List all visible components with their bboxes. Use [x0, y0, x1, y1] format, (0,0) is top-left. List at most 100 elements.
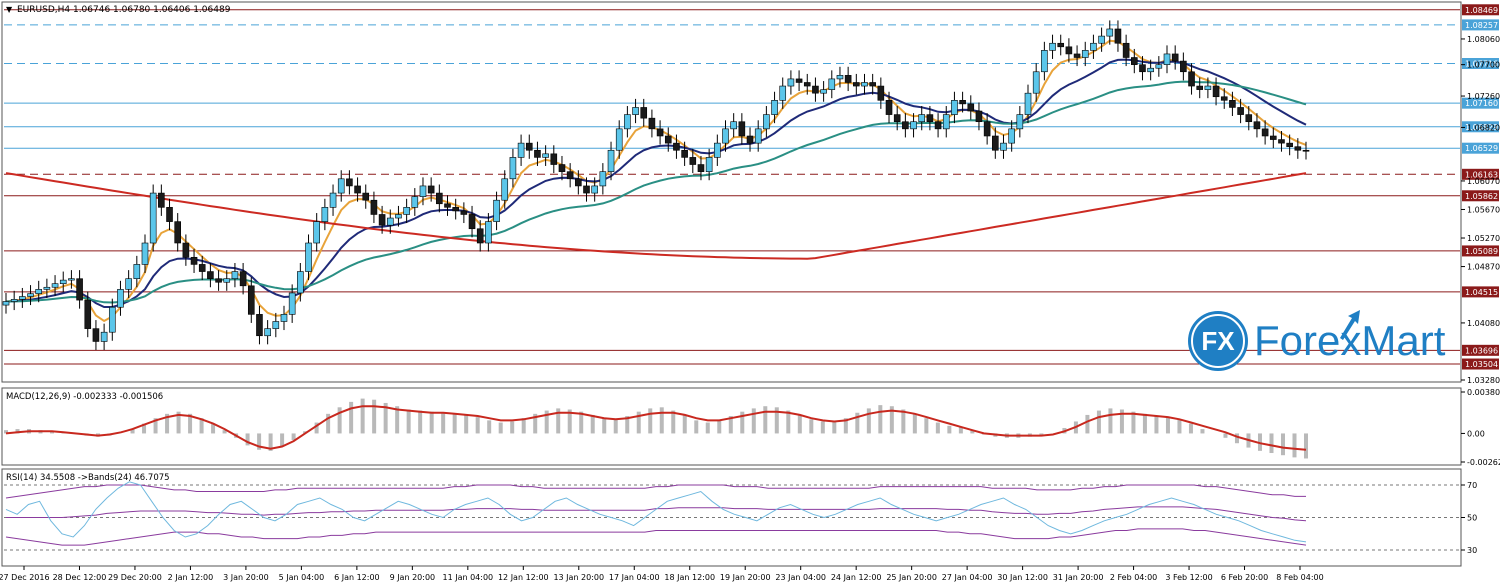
time-tick-label: 30 Jan 12:00 — [997, 573, 1048, 582]
candle-body — [403, 207, 410, 215]
candle-body — [297, 271, 304, 294]
candle-body — [1261, 128, 1269, 137]
time-tick-label: 6 Feb 20:00 — [1221, 573, 1268, 582]
macd-bar — [487, 420, 492, 434]
time-tick-label: 2 Jan 12:00 — [168, 573, 214, 582]
macd-bar — [372, 399, 377, 434]
candle-body — [1212, 85, 1220, 98]
price-level-label: 1.07160 — [1465, 99, 1498, 108]
macd-bar — [625, 416, 630, 434]
moving-averages — [5, 39, 1307, 323]
macd-bar — [383, 402, 388, 434]
price-tick-label: 1.04080 — [1467, 319, 1500, 328]
macd-bar — [912, 413, 917, 434]
macd-bar — [1108, 408, 1113, 434]
price-level-label: 1.08257 — [1465, 21, 1498, 30]
price-tick-label: 1.06070 — [1467, 177, 1500, 186]
candle-body — [501, 178, 509, 201]
candle-body — [640, 107, 648, 119]
candle-body — [1139, 64, 1146, 73]
candle-body — [754, 128, 762, 144]
price-level-label: 1.07716 — [1465, 60, 1498, 69]
price-tick-label: 1.06820 — [1467, 123, 1500, 132]
candle-body — [27, 293, 34, 297]
price-tick-label: 1.05270 — [1467, 234, 1500, 243]
time-tick-label: 27 Dec 2016 — [0, 573, 50, 582]
candles — [2, 20, 1310, 351]
candle-body — [362, 192, 370, 201]
price-level-label: 1.03696 — [1465, 346, 1498, 355]
candle-body — [321, 207, 329, 222]
macd-bar — [763, 406, 768, 434]
macd-bar — [337, 407, 342, 434]
price-level-label: 1.05089 — [1465, 247, 1498, 256]
candle-body — [591, 185, 598, 194]
candle-body — [1073, 53, 1081, 58]
candle-body — [1032, 71, 1040, 94]
candle-body — [247, 285, 255, 315]
candle-body — [1180, 60, 1187, 73]
candle-body — [1122, 42, 1130, 58]
time-tick-label: 5 Jan 04:00 — [279, 573, 325, 582]
candle-body — [190, 256, 198, 265]
time-tick-label: 2 Feb 04:00 — [1110, 573, 1157, 582]
macd-bar — [211, 423, 216, 434]
candle-body — [1220, 96, 1228, 101]
candle-body — [992, 135, 999, 151]
candle-body — [934, 121, 942, 130]
candle-body — [68, 278, 75, 281]
candle-body — [1204, 85, 1212, 90]
forexmart-logo: FX ForexMart — [1188, 310, 1446, 371]
macd-bar — [556, 408, 561, 434]
macd-bar — [199, 418, 204, 434]
candle-body — [207, 271, 214, 279]
macd-bar — [15, 429, 20, 434]
candle-body — [51, 283, 59, 288]
candle-body — [975, 110, 983, 123]
price-level-tag — [1462, 121, 1499, 133]
price-level-tag — [1462, 245, 1499, 257]
candle-body — [656, 128, 664, 137]
price-tick-label: 1.08060 — [1467, 35, 1500, 44]
collapse-triangle-icon[interactable]: ▼ — [6, 5, 13, 14]
candle-body — [763, 114, 770, 130]
candle-body — [19, 296, 26, 300]
price-tick-label: 1.04870 — [1467, 263, 1500, 272]
macd-bar — [510, 421, 515, 434]
candle-body — [460, 210, 468, 215]
macd-bar — [280, 433, 285, 447]
candle-body — [436, 192, 443, 205]
time-tick-label: 19 Jan 20:00 — [720, 573, 771, 582]
candle-body — [525, 142, 533, 151]
candle-body — [1065, 46, 1073, 55]
candle-body — [942, 114, 950, 130]
candle-body — [141, 242, 149, 265]
candle-body — [1171, 53, 1179, 62]
macd-bar — [1154, 416, 1159, 434]
macd-bar — [901, 409, 906, 434]
candle-body — [1286, 142, 1293, 147]
macd-bar — [268, 433, 273, 451]
macd-bar — [475, 417, 480, 434]
macd-bar — [441, 412, 446, 434]
rsi-title: RSI(14) 34.5508 ->Bands(24) 46.7075 — [6, 473, 170, 483]
macd-bar — [245, 433, 250, 446]
macd-bar — [452, 413, 457, 434]
macd-bar — [498, 422, 503, 434]
macd-bar — [809, 419, 814, 434]
candle-body — [689, 157, 697, 165]
macd-bar — [820, 421, 825, 434]
candle-body — [517, 142, 525, 158]
candle-body — [983, 121, 991, 137]
candle-body — [76, 278, 83, 301]
candle-body — [1147, 67, 1154, 73]
macd-bar — [1119, 409, 1124, 434]
price-level-tag — [1462, 58, 1499, 70]
price-level-label: 1.04515 — [1465, 288, 1498, 297]
macd-tick-label: 0.00 — [1467, 429, 1485, 438]
logo-fx-text: FX — [1201, 326, 1235, 356]
macd-bar — [958, 426, 963, 434]
candle-body — [411, 196, 419, 208]
macd-bar — [50, 431, 55, 434]
candle-body — [664, 135, 672, 144]
